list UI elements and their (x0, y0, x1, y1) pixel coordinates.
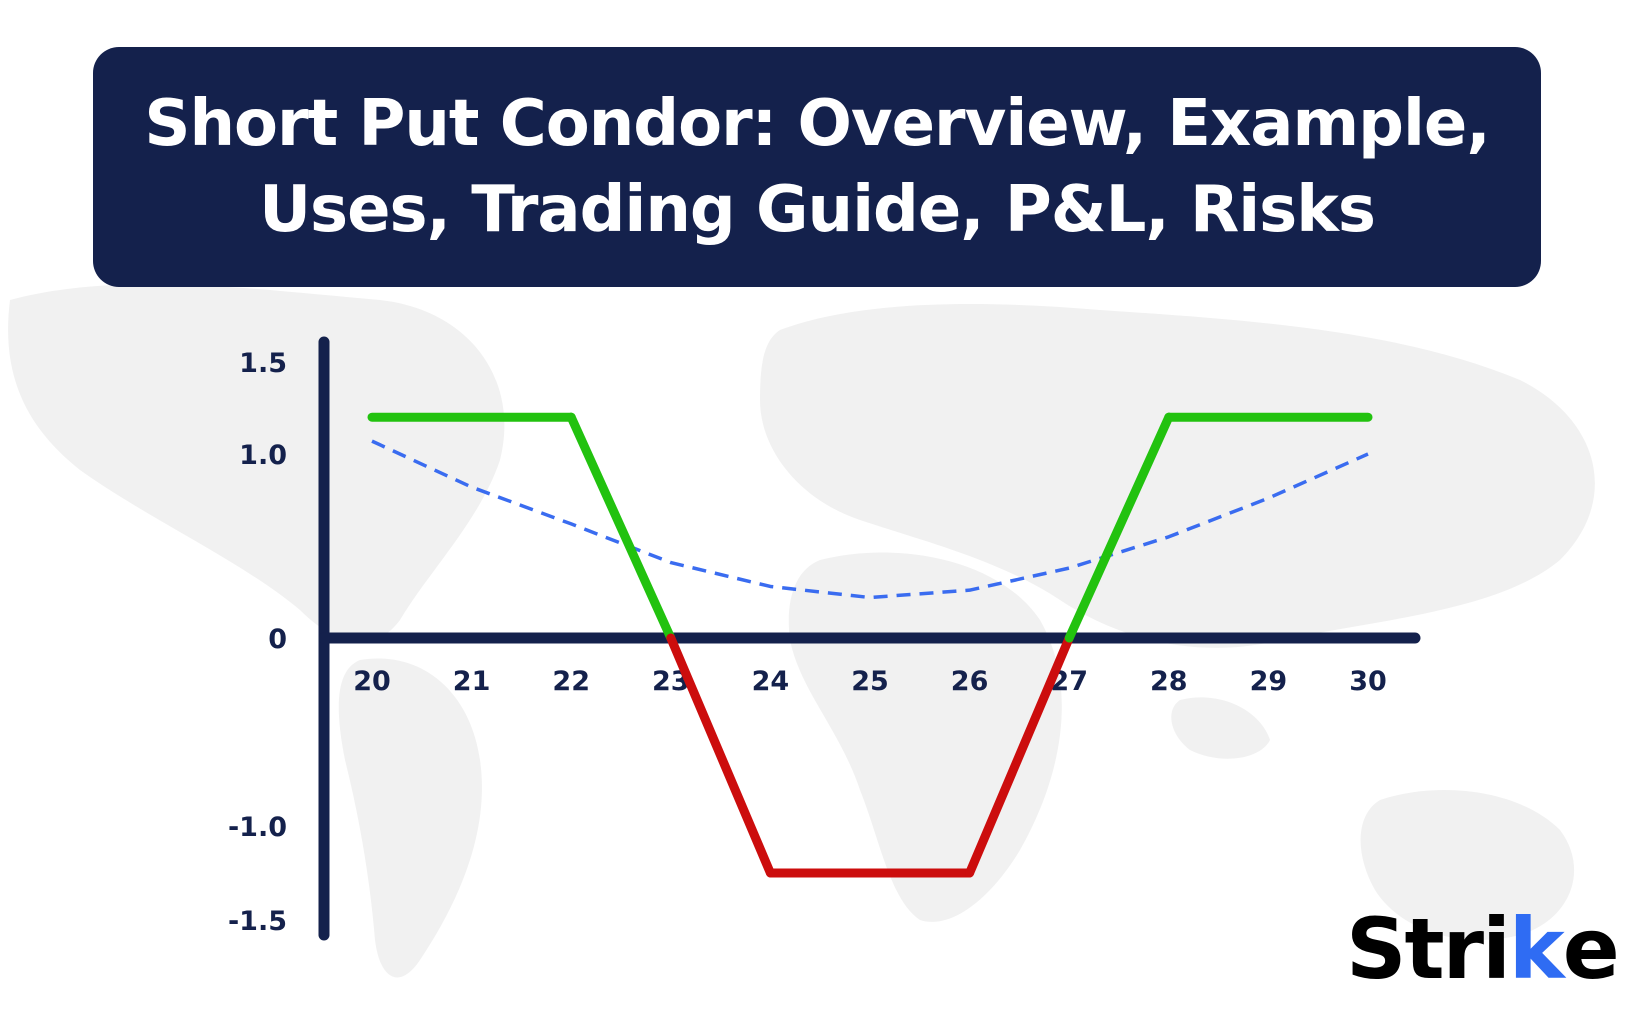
dashed-curve-line (371, 439, 1369, 600)
strike-logo: Stri k e (1346, 900, 1620, 998)
x-tick-label: 28 (1150, 666, 1188, 697)
x-tick-label: 29 (1250, 666, 1288, 697)
y-tick-label: 1.0 (239, 440, 287, 471)
x-tick-label: 20 (353, 666, 391, 697)
logo-text-tail: e (1562, 900, 1620, 998)
y-tick-label: 0 (268, 624, 287, 655)
loss-segment (666, 633, 775, 878)
title-line-1: Short Put Condor: Overview, Example, (144, 87, 1490, 161)
profit-segment (566, 412, 676, 643)
logo-text-main: Stri (1346, 900, 1511, 998)
y-tick-label: -1.0 (228, 812, 287, 843)
x-tick-label: 21 (453, 666, 491, 697)
x-tick-label: 24 (752, 666, 790, 697)
title-line-2: Uses, Trading Guide, P&L, Risks (259, 173, 1376, 247)
profit-segment (1064, 412, 1174, 643)
x-tick-label: 26 (951, 666, 989, 697)
y-tick-label: -1.5 (228, 906, 287, 937)
y-tick-label: 1.5 (239, 348, 287, 379)
x-tick-label: 22 (552, 666, 590, 697)
loss-segment (965, 633, 1074, 878)
x-tick-label: 25 (851, 666, 889, 697)
logo-accent-letter: k (1508, 900, 1565, 998)
title-banner: Short Put Condor: Overview, Example, Use… (93, 47, 1541, 287)
x-tick-label: 30 (1349, 666, 1387, 697)
